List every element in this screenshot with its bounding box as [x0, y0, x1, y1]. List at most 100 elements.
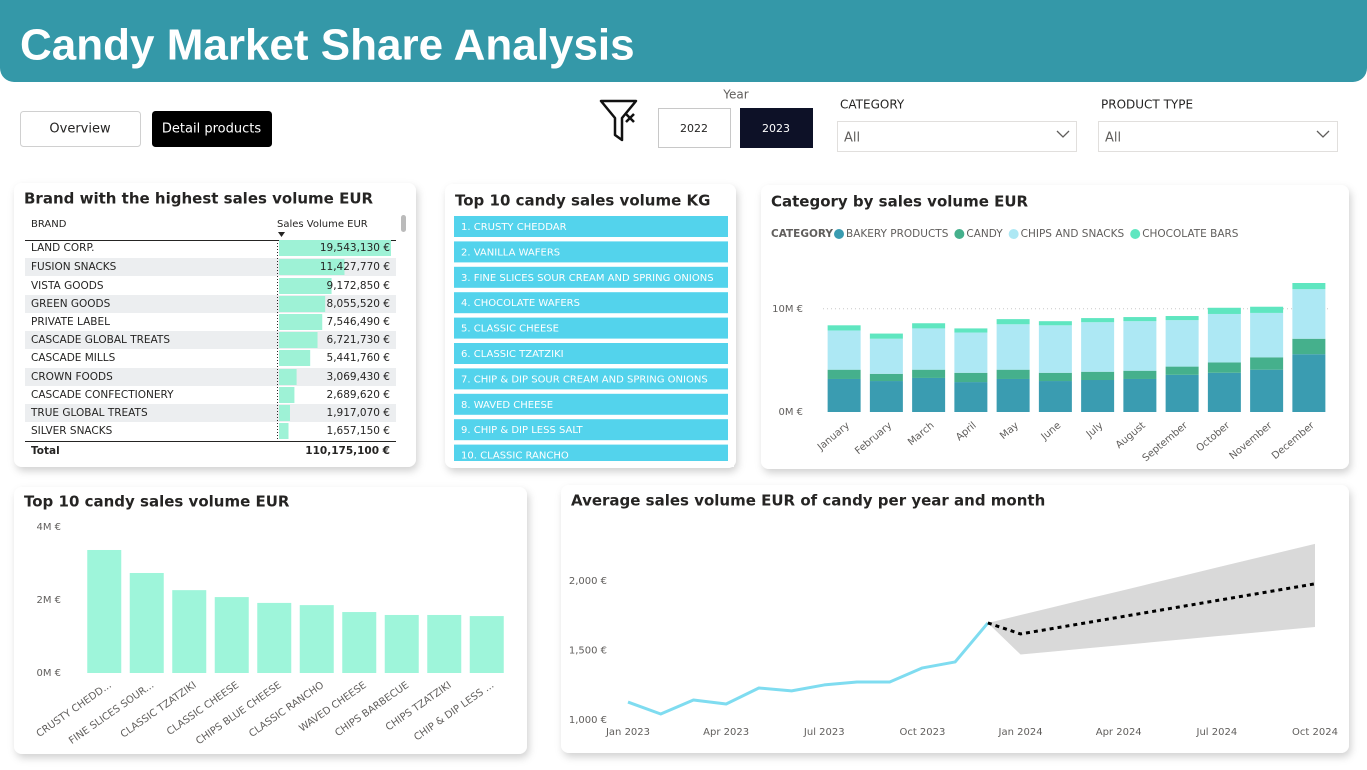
legend-swatch	[1130, 229, 1141, 239]
bar	[172, 590, 207, 673]
data-bar	[279, 332, 318, 348]
funnel	[599, 99, 638, 142]
chevron	[1056, 130, 1070, 138]
scrollbar	[401, 215, 406, 232]
bar-segment	[1038, 372, 1072, 382]
bar-segment	[1165, 320, 1199, 367]
data-bar	[279, 387, 295, 403]
data-bar	[279, 296, 326, 312]
bar-segment	[996, 324, 1030, 370]
brand-name: GREEN GOODS	[31, 298, 111, 310]
bar-segment	[996, 369, 1030, 379]
bar-segment	[954, 372, 988, 383]
sales-value: 1,657,150 €	[327, 425, 390, 437]
y-tick-label: 0M €	[36, 668, 61, 679]
bar-segment	[912, 328, 946, 370]
data-bar	[279, 259, 345, 275]
list-item-label: 6. CLASSIC TZATZIKI	[461, 349, 564, 360]
bar-segment	[827, 325, 861, 331]
bar-segment	[912, 377, 946, 412]
list-item-label: 7. CHIP & DIP SOUR CREAM AND SPRING ONIO…	[461, 374, 708, 385]
bar	[87, 549, 122, 673]
bar-segment	[827, 378, 861, 412]
bar	[257, 602, 292, 673]
bar	[129, 572, 164, 673]
data-bar	[279, 350, 311, 366]
list-item	[454, 317, 728, 339]
bar-segment	[954, 328, 988, 333]
product-type-dropdown[interactable]	[1098, 121, 1338, 152]
list-item	[454, 444, 728, 466]
list-item-label: 3. FINE SLICES SOUR CREAM AND SPRING ONI…	[461, 273, 714, 284]
x-tick-label: Apr 2024	[1096, 727, 1142, 738]
legend-label: CHIPS AND SNACKS	[1021, 228, 1125, 240]
list-item-label: 9. CHIP & DIP LESS SALT	[461, 425, 584, 436]
bar-segment	[1250, 306, 1284, 313]
sales-value: 5,441,760 €	[327, 352, 390, 364]
nav-button[interactable]	[20, 111, 141, 147]
x-tick-label: Oct 2023	[899, 727, 945, 738]
category-dropdown[interactable]	[837, 121, 1077, 152]
total-label: Total	[31, 445, 60, 457]
legend-swatch	[954, 229, 965, 239]
bar-segment	[1123, 317, 1157, 322]
chevron	[1316, 130, 1330, 138]
bar-segment	[1207, 372, 1241, 412]
bar-segment	[912, 369, 946, 378]
bar	[469, 616, 504, 673]
data-bar	[279, 240, 391, 256]
bar-segment	[1292, 289, 1326, 339]
nav-button-label: Overview	[49, 122, 111, 137]
bar-segment	[954, 332, 988, 373]
list-item-label: 4. CHOCOLATE WAFERS	[461, 298, 580, 309]
y-tick-label: 1,000 €	[569, 715, 607, 726]
bar-segment	[1123, 321, 1157, 371]
list-item	[454, 241, 728, 263]
legend-label: BAKERY PRODUCTS	[846, 228, 949, 240]
bar-segment	[1207, 362, 1241, 373]
year-slicer: 2022 2023	[658, 108, 813, 148]
y-tick-label: 1,500 €	[569, 645, 607, 656]
list-item	[454, 216, 728, 237]
bar-segment	[996, 378, 1030, 412]
list-item	[454, 419, 728, 441]
sales-value: 3,069,430 €	[327, 371, 390, 383]
sales-value: 2,689,620 €	[327, 389, 390, 401]
chart-title: Average sales volume EUR of candy per ye…	[571, 492, 1045, 510]
list-item-label: 8. WAVED CHEESE	[461, 400, 553, 411]
sales-value: 9,172,850 €	[327, 280, 390, 292]
x-tick-label: Jan 2023	[605, 727, 650, 738]
list-item-label: 1. CRUSTY CHEDDAR	[461, 222, 567, 233]
brand-name: CROWN FOODS	[31, 371, 113, 383]
nav-button-label: Detail products	[162, 122, 261, 137]
brand-name: LAND CORP.	[31, 242, 94, 254]
bar-segment	[1081, 318, 1115, 323]
bar-segment	[869, 373, 903, 382]
year-option[interactable]	[658, 108, 731, 148]
bar-segment	[1250, 312, 1284, 358]
list-item	[454, 343, 728, 364]
bar-segment	[827, 369, 861, 379]
legend-title: CATEGORY	[771, 228, 833, 240]
content: BRAND Sales Volume EUR LAND CORP. 19,543,13…	[25, 215, 1338, 747]
total-value: 110,175,100 €	[305, 445, 390, 457]
sales-value: 19,543,130 €	[320, 242, 390, 254]
product-type-label: PRODUCT TYPE	[1101, 98, 1193, 112]
list-item-label: 2. VANILLA WAFERS	[461, 247, 560, 258]
list-item	[454, 393, 728, 415]
bar-segment	[869, 333, 903, 339]
header-bar	[0, 0, 1367, 82]
bar-segment	[1081, 322, 1115, 372]
page-title: Candy Market Share Analysis	[20, 21, 635, 70]
x-tick-label: Jul 2023	[803, 727, 845, 738]
brand-name: TRUE GLOBAL TREATS	[30, 407, 148, 419]
bar-segment	[869, 338, 903, 374]
year-option[interactable]	[740, 108, 813, 148]
data-bar	[279, 314, 323, 330]
nav-button[interactable]	[152, 111, 272, 147]
row-stripe	[25, 368, 396, 386]
y-tick-label: 2M €	[36, 595, 61, 606]
bar-segment	[1292, 354, 1326, 412]
clear-filter-icon[interactable]	[599, 99, 638, 142]
bar-segment	[1038, 321, 1072, 326]
